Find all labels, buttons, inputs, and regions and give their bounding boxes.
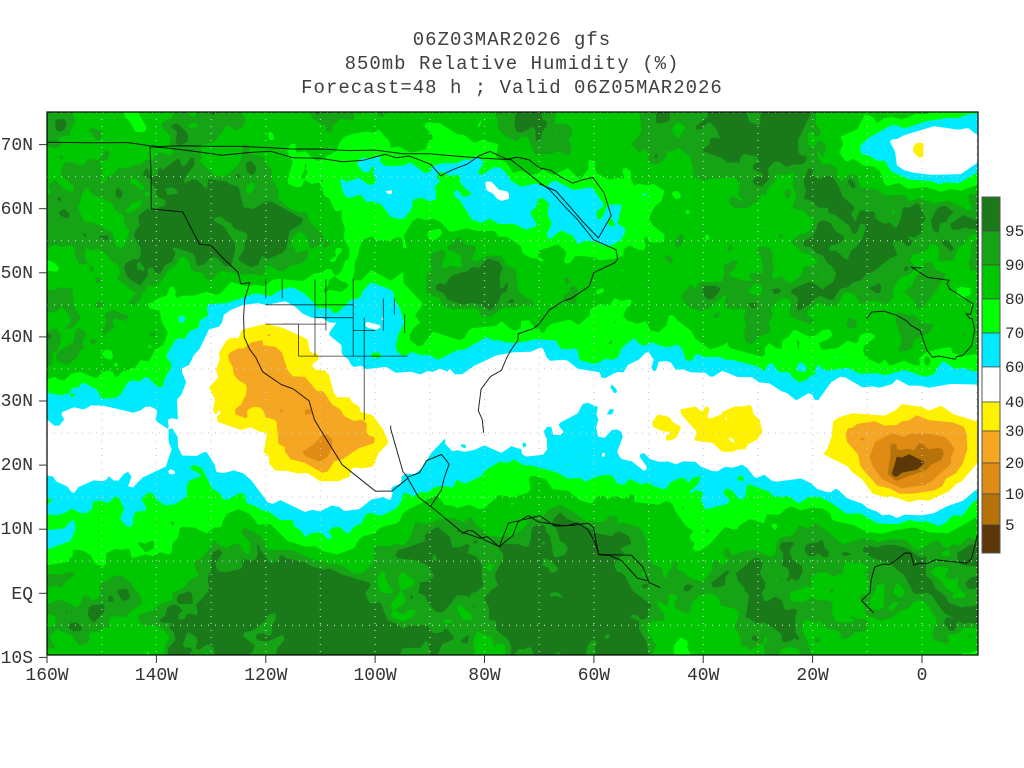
svg-text:40: 40 <box>1005 394 1024 412</box>
svg-text:5: 5 <box>1005 517 1015 535</box>
svg-text:40N: 40N <box>1 328 33 348</box>
svg-text:60N: 60N <box>1 200 33 220</box>
svg-text:90: 90 <box>1005 257 1024 275</box>
svg-text:95: 95 <box>1005 223 1024 241</box>
svg-text:10N: 10N <box>1 520 33 540</box>
svg-text:120W: 120W <box>244 666 287 686</box>
svg-text:20W: 20W <box>796 666 829 686</box>
svg-text:60W: 60W <box>578 666 611 686</box>
svg-text:10: 10 <box>1005 486 1024 504</box>
svg-text:30: 30 <box>1005 423 1024 441</box>
svg-text:EQ: EQ <box>11 585 33 605</box>
svg-text:20N: 20N <box>1 456 33 476</box>
svg-text:60: 60 <box>1005 359 1024 377</box>
svg-text:0: 0 <box>917 666 928 686</box>
svg-text:70N: 70N <box>1 136 33 156</box>
svg-text:160W: 160W <box>25 666 68 686</box>
svg-text:30N: 30N <box>1 392 33 412</box>
svg-text:40W: 40W <box>687 666 720 686</box>
svg-text:20: 20 <box>1005 455 1024 473</box>
svg-text:10S: 10S <box>1 649 33 669</box>
svg-text:100W: 100W <box>353 666 396 686</box>
svg-text:80: 80 <box>1005 291 1024 309</box>
svg-text:140W: 140W <box>135 666 178 686</box>
svg-text:80W: 80W <box>468 666 501 686</box>
svg-text:50N: 50N <box>1 264 33 284</box>
svg-text:70: 70 <box>1005 325 1024 343</box>
